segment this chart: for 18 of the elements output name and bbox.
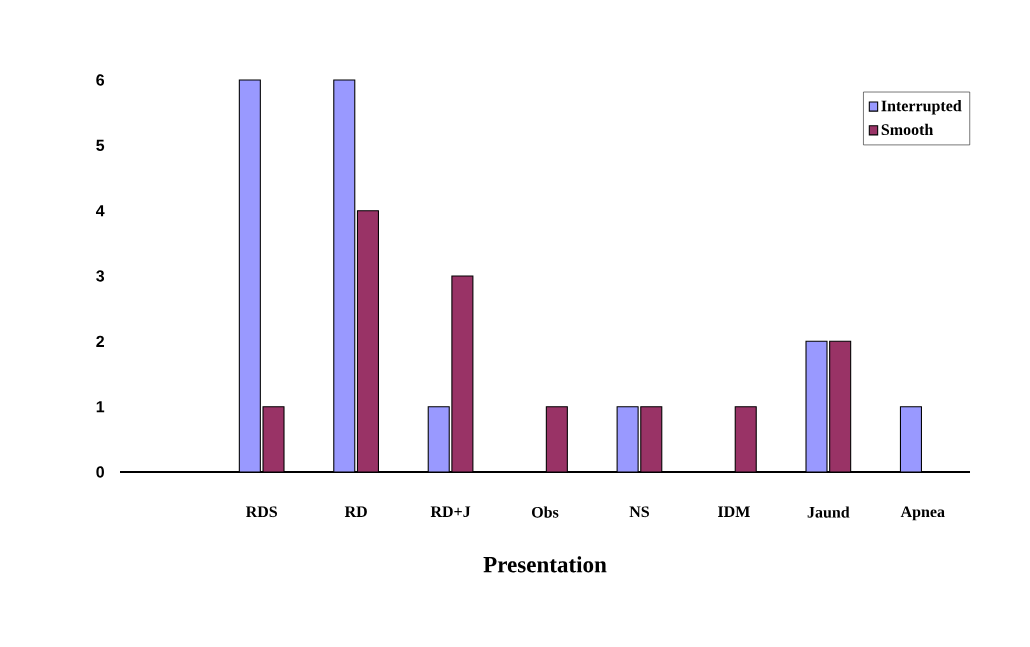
x-axis-title: Presentation	[483, 556, 607, 573]
x-tick-label: IDM	[718, 506, 750, 517]
x-tick-label: Apnea	[900, 506, 945, 521]
x-tick-label: RD	[344, 506, 367, 517]
y-tick-label: 3	[96, 270, 105, 282]
x-tick-label: NS	[629, 506, 649, 518]
x-tick-label: RDS	[245, 506, 277, 518]
y-tick-label: 0	[96, 466, 104, 478]
y-tick-label: 4	[95, 205, 105, 217]
x-tick-label: Jaund	[807, 506, 850, 518]
y-tick-label: 5	[96, 139, 105, 151]
y-tick-label: 2	[96, 335, 104, 347]
y-tick-label: 6	[96, 74, 105, 86]
x-tick-label: Obs	[531, 506, 559, 518]
y-tick-label: 1	[96, 401, 105, 413]
legend-label: Smooth	[881, 123, 934, 136]
x-tick-label: RD+J	[430, 506, 471, 518]
legend-label: Interrupted	[881, 100, 962, 115]
